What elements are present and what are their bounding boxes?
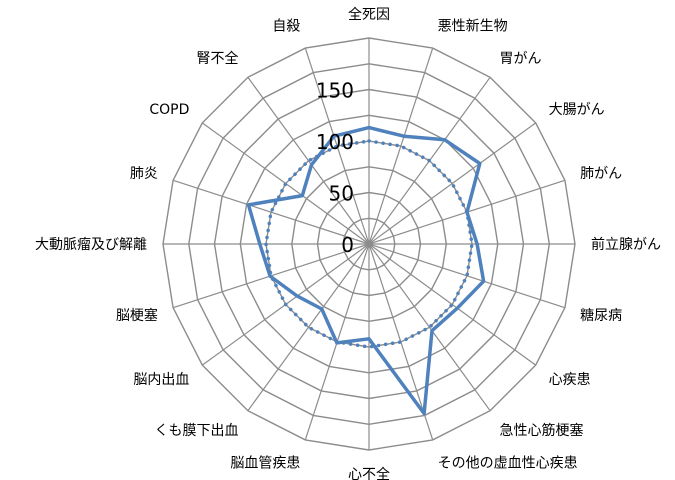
spoke: [247, 76, 370, 245]
tick-label: 100: [316, 130, 354, 154]
category-label: 心疾患: [549, 372, 591, 388]
spoke: [368, 122, 537, 245]
category-label: 大動脈瘤及び解離: [35, 236, 147, 253]
tick-label: 50: [329, 182, 354, 206]
category-label: 悪性新生物: [438, 18, 508, 34]
category-label: 肺がん: [580, 166, 622, 182]
category-label: 全死因: [348, 6, 390, 23]
spoke: [247, 243, 370, 412]
series-line-solid: [246, 125, 486, 416]
spoke: [368, 243, 491, 412]
category-label: 急性心筋梗塞: [500, 422, 584, 439]
category-label: 腎不全: [197, 50, 239, 67]
category-labels: 全死因悪性新生物胃がん大腸がん肺がん前立腺がん糖尿病心疾患急性心筋梗塞その他の虚…: [35, 6, 661, 480]
spoke: [368, 47, 434, 245]
series-line-dotted: [264, 139, 474, 349]
spoke: [172, 179, 370, 245]
category-label: 前立腺がん: [591, 236, 661, 253]
radar-series: [246, 125, 486, 416]
tick-label: 0: [341, 233, 354, 257]
category-label: 心不全: [348, 466, 390, 480]
category-label: 大腸がん: [549, 102, 605, 118]
radial-tick-labels: 0 50 100 150: [316, 79, 354, 258]
category-label: 脳血管疾患: [230, 456, 300, 472]
tick-label: 150: [316, 79, 354, 103]
category-label: 自殺: [272, 18, 300, 34]
category-label: くも膜下出血: [155, 423, 239, 439]
category-label: その他の虚血性心疾患: [438, 456, 578, 472]
category-label: COPD: [149, 102, 189, 118]
category-label: 胃がん: [500, 51, 542, 67]
category-label: 糖尿病: [580, 308, 622, 324]
category-label: 脳内出血: [133, 372, 189, 388]
radar-grid: [162, 37, 576, 451]
category-label: 肺炎: [130, 166, 158, 182]
category-label: 脳梗塞: [116, 307, 158, 324]
